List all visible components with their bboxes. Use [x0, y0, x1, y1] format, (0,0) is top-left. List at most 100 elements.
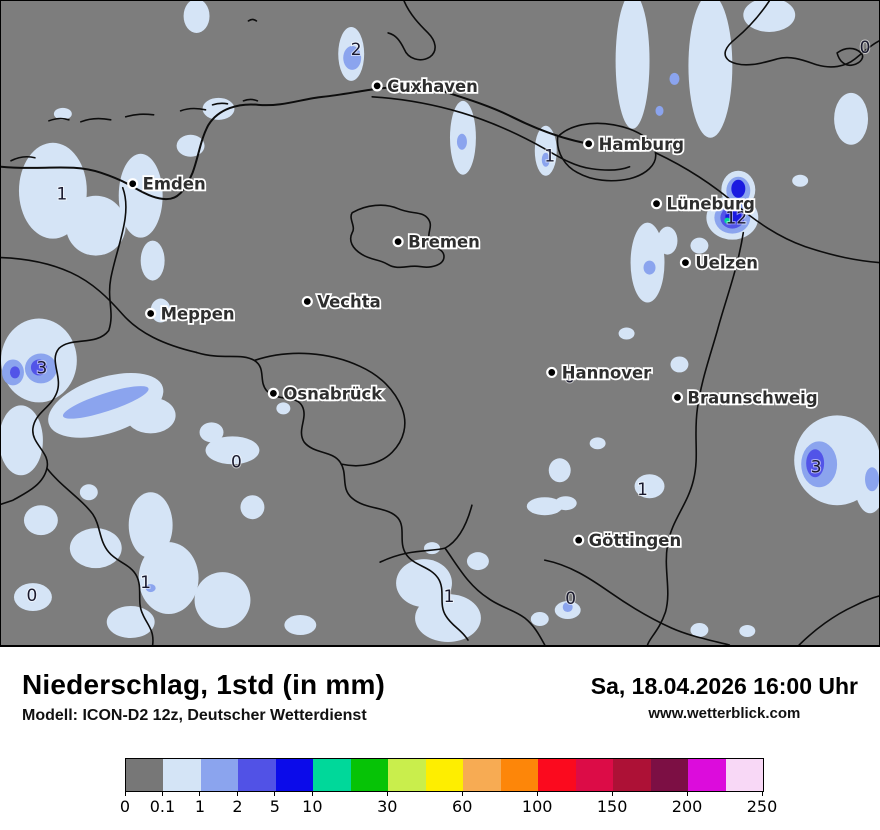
map-value: 2: [351, 39, 362, 59]
city-marker-osnabrueck: Osnabrück: [267, 383, 385, 405]
colorbar-tick-label: 100: [521, 797, 553, 816]
colorbar-tick-label: 30: [377, 797, 398, 816]
city-dot: [650, 198, 663, 210]
colorbar-segment-13: [613, 759, 651, 791]
precipitation-layer: [1, 1, 879, 643]
colorbar-tick-label: 60: [452, 797, 473, 816]
colorbar-segment-0: [126, 759, 164, 791]
city-dot: [267, 387, 279, 399]
colorbar-segment-8: [425, 759, 464, 791]
city-dot: [127, 178, 139, 190]
city-marker-uelzen: Uelzen: [679, 252, 760, 274]
colorbar-segment-4: [275, 759, 314, 791]
colorbar-segment-10: [500, 759, 539, 791]
city-dot: [371, 80, 383, 92]
colorbar-tick: [161, 791, 163, 796]
city-label: Uelzen: [695, 254, 758, 273]
colorbar-tick-label: 5: [269, 797, 280, 816]
colorbar-segment-3: [238, 759, 276, 791]
city-marker-bremen: Bremen: [392, 231, 482, 253]
value-layer: 2 0 1 1 12 3 0 0 1 3 1 0 1 0: [26, 36, 872, 609]
city-marker-meppen: Meppen: [145, 303, 236, 325]
map-title: Niederschlag, 1std (in mm): [22, 669, 386, 700]
precipitation-map: 2 0 1 1 12 3 0 0 1 3 1 0 1 0 Cuxhaven Hamburg Emden Lüne…: [0, 0, 880, 647]
city-marker-cuxhaven: Cuxhaven: [371, 75, 480, 98]
city-dot: [679, 257, 692, 269]
map-value: 1: [56, 184, 67, 204]
colorbar-tick-label: 0.1: [149, 797, 176, 816]
map-value: 1: [544, 146, 555, 166]
map-value: 1: [637, 479, 648, 499]
website-url: www.wetterblick.com: [648, 705, 801, 722]
city-dot: [392, 236, 404, 248]
colorbar-tick: [611, 791, 613, 796]
colorbar-tick: [274, 791, 276, 796]
colorbar-tick-label: 150: [596, 797, 628, 816]
colorbar-tick: [761, 791, 763, 796]
map-value: 12: [726, 208, 748, 228]
colorbar-segment-2: [200, 759, 239, 791]
colorbar-tick: [536, 791, 538, 796]
map-value: 3: [37, 357, 48, 377]
city-label: Hamburg: [599, 135, 684, 154]
city-dot: [671, 391, 684, 403]
map-canvas: 2 0 1 1 12 3 0 0 1 3 1 0 1 0 Cuxhaven Hamburg Emden Lüne…: [1, 1, 879, 645]
map-value: 0: [565, 588, 576, 608]
city-label: Lüneburg: [666, 195, 754, 214]
city-label: Bremen: [408, 233, 480, 252]
city-layer: Cuxhaven Hamburg Emden Lüneburg Bremen Uelzen…: [127, 75, 819, 552]
model-subtitle: Modell: ICON-D2 12z, Deutscher Wetterdie…: [22, 707, 367, 724]
city-dot: [583, 138, 595, 150]
city-marker-lueneburg: Lüneburg: [650, 193, 757, 215]
city-label: Göttingen: [589, 531, 682, 550]
city-marker-hamburg: Hamburg: [583, 133, 686, 155]
colorbar-tick-label: 200: [671, 797, 703, 816]
colorbar-segment-7: [388, 759, 426, 791]
city-marker-vechta: Vechta: [301, 291, 382, 313]
colorbar-segment-5: [313, 759, 351, 791]
colorbar-segment-11: [538, 759, 576, 791]
colorbar-segment-14: [650, 759, 689, 791]
map-footer: Niederschlag, 1std (in mm) Modell: ICON-…: [0, 647, 880, 830]
city-marker-goettingen: Göttingen: [573, 529, 683, 552]
colorbar-tick-label: 10: [302, 797, 323, 816]
city-dot: [573, 534, 585, 546]
city-label: Braunschweig: [687, 388, 817, 407]
map-value: 3: [811, 456, 822, 476]
border-layer: [1, 1, 879, 645]
footer-right-column: Sa, 18.04.2026 16:00 Uhr www.wetterblick…: [591, 673, 858, 722]
colorbar-tick: [199, 791, 201, 796]
city-dot: [145, 307, 157, 320]
colorbar-tick: [386, 791, 388, 796]
city-label: Osnabrück: [283, 384, 383, 403]
city-label: Emden: [143, 175, 206, 194]
map-value: 0: [231, 451, 242, 471]
city-marker-hannover: Hannover: [546, 362, 654, 384]
colorbar-tick: [686, 791, 688, 796]
colorbar-segment-12: [575, 759, 614, 791]
city-marker-braunschweig: Braunschweig: [671, 387, 819, 409]
colorbar-tick-label: 1: [194, 797, 206, 816]
valid-datetime: Sa, 18.04.2026 16:00 Uhr: [590, 673, 858, 699]
colorbar-ticks: 0 0.1 1 2 5 10 30 60 100 150 200 250: [120, 790, 777, 820]
city-label: Cuxhaven: [387, 77, 478, 96]
colorbar-tick-label: 250: [746, 797, 778, 816]
colorbar-segment-15: [688, 759, 726, 791]
colorbar-segment-16: [725, 759, 763, 791]
colorbar-tick-label: 0: [119, 797, 131, 816]
map-value: 0: [27, 585, 38, 605]
colorbar-segment-6: [350, 759, 389, 791]
colorbar-tick: [311, 791, 313, 796]
map-value: 1: [444, 586, 455, 606]
colorbar-tick-label: 2: [232, 797, 243, 816]
map-value: 0: [860, 37, 871, 57]
city-label: Meppen: [161, 305, 235, 324]
city-marker-emden: Emden: [127, 173, 207, 195]
colorbar: [125, 758, 764, 792]
colorbar-tick: [461, 791, 463, 796]
map-value: 1: [140, 572, 151, 592]
city-dot: [546, 366, 558, 379]
map-value: 0: [564, 366, 575, 386]
colorbar-segment-9: [463, 759, 501, 791]
